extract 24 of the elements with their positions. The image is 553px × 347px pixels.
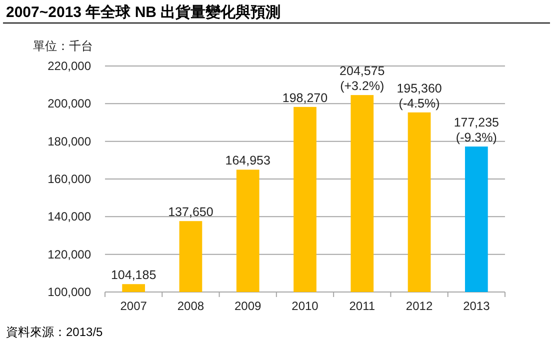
source-note: 資料來源：2013/5 [6, 325, 104, 339]
data-label: 164,953 [225, 154, 270, 168]
y-tick-label: 180,000 [48, 134, 92, 148]
y-tick-label: 100,000 [48, 285, 92, 299]
x-tick-label: 2007 [120, 299, 148, 313]
data-label: 195,360 (-4.5%) [396, 81, 442, 110]
data-label: 204,575 (+3.2%) [340, 64, 385, 94]
y-axis-title: 單位：千台 [33, 39, 93, 53]
chart-title: 2007~2013 年全球 NB 出貨量變化與預測 [6, 4, 281, 21]
y-tick-label: 220,000 [48, 59, 92, 73]
data-label: 198,270 [282, 90, 328, 105]
x-tick-label: 2008 [177, 299, 204, 313]
data-label: 137,650 [168, 205, 214, 220]
y-tick-label: 120,000 [48, 247, 92, 262]
x-tick-label: 2009 [234, 299, 262, 313]
x-tick-label: 2010 [292, 299, 319, 313]
x-tick-label: 2011 [349, 299, 376, 313]
y-tick-label: 200,000 [48, 96, 92, 111]
x-tick-label: 2012 [406, 299, 433, 313]
data-label: 104,185 [110, 268, 156, 282]
data-label: 177,235 (-9.3%) [454, 116, 500, 145]
x-tick-label: 2013 [463, 299, 490, 313]
y-tick-label: 160,000 [48, 172, 92, 186]
y-tick-label: 140,000 [48, 210, 92, 224]
